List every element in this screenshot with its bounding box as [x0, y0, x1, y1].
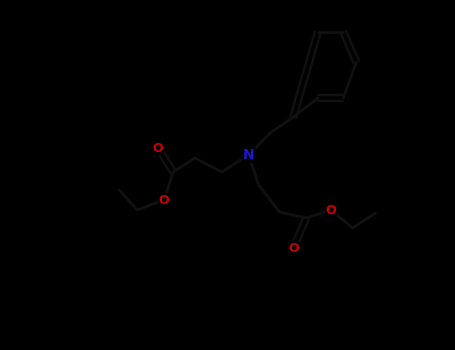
Text: O: O: [326, 203, 336, 217]
Text: N: N: [243, 148, 254, 162]
Text: O: O: [288, 241, 298, 254]
Text: O: O: [159, 194, 169, 206]
Text: O: O: [152, 141, 163, 154]
